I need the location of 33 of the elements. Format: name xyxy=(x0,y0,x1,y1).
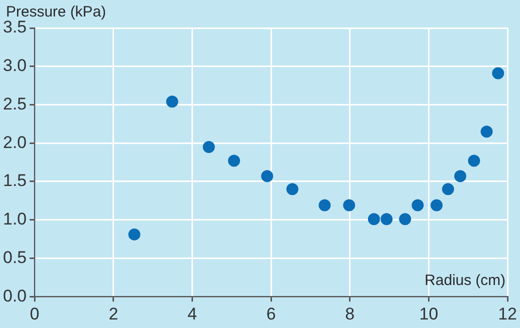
point xyxy=(430,199,443,212)
point xyxy=(318,199,331,212)
point xyxy=(399,213,412,226)
point xyxy=(442,183,454,196)
point xyxy=(368,213,380,226)
point xyxy=(412,199,424,212)
point xyxy=(492,67,504,80)
x-tick-label: 6 xyxy=(266,304,276,324)
y-tick-label: 0.0 xyxy=(2,286,27,306)
point xyxy=(128,228,140,240)
point xyxy=(343,199,356,212)
point xyxy=(166,96,178,108)
y-tick-label: 0.5 xyxy=(2,248,27,267)
y-tick-label: 1.0 xyxy=(2,210,27,229)
point xyxy=(286,183,298,196)
point xyxy=(228,154,240,167)
x-tick-label: 10 xyxy=(419,304,438,324)
x-tick-label: 0 xyxy=(30,304,40,324)
x-tick-label: 8 xyxy=(345,304,355,324)
point xyxy=(202,140,215,153)
point xyxy=(480,126,493,138)
y-tick-label: 1.5 xyxy=(2,171,27,190)
x-axis-title: Radius (cm) xyxy=(424,272,506,290)
x-tick-label: 12 xyxy=(498,304,518,324)
point xyxy=(454,170,466,182)
y-tick-label: 2.5 xyxy=(2,94,27,114)
x-tick-label: 2 xyxy=(108,304,118,324)
x-tick-label: 4 xyxy=(188,304,198,324)
point xyxy=(261,170,274,182)
y-tick-label: 2.0 xyxy=(2,132,27,152)
y-tick-label: 3.0 xyxy=(2,56,27,76)
point xyxy=(380,213,393,226)
point xyxy=(468,154,480,167)
